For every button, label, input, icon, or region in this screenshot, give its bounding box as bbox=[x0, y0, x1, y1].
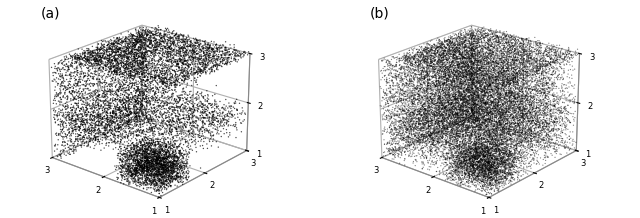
Text: (a): (a) bbox=[40, 7, 60, 20]
Text: (b): (b) bbox=[370, 7, 390, 20]
